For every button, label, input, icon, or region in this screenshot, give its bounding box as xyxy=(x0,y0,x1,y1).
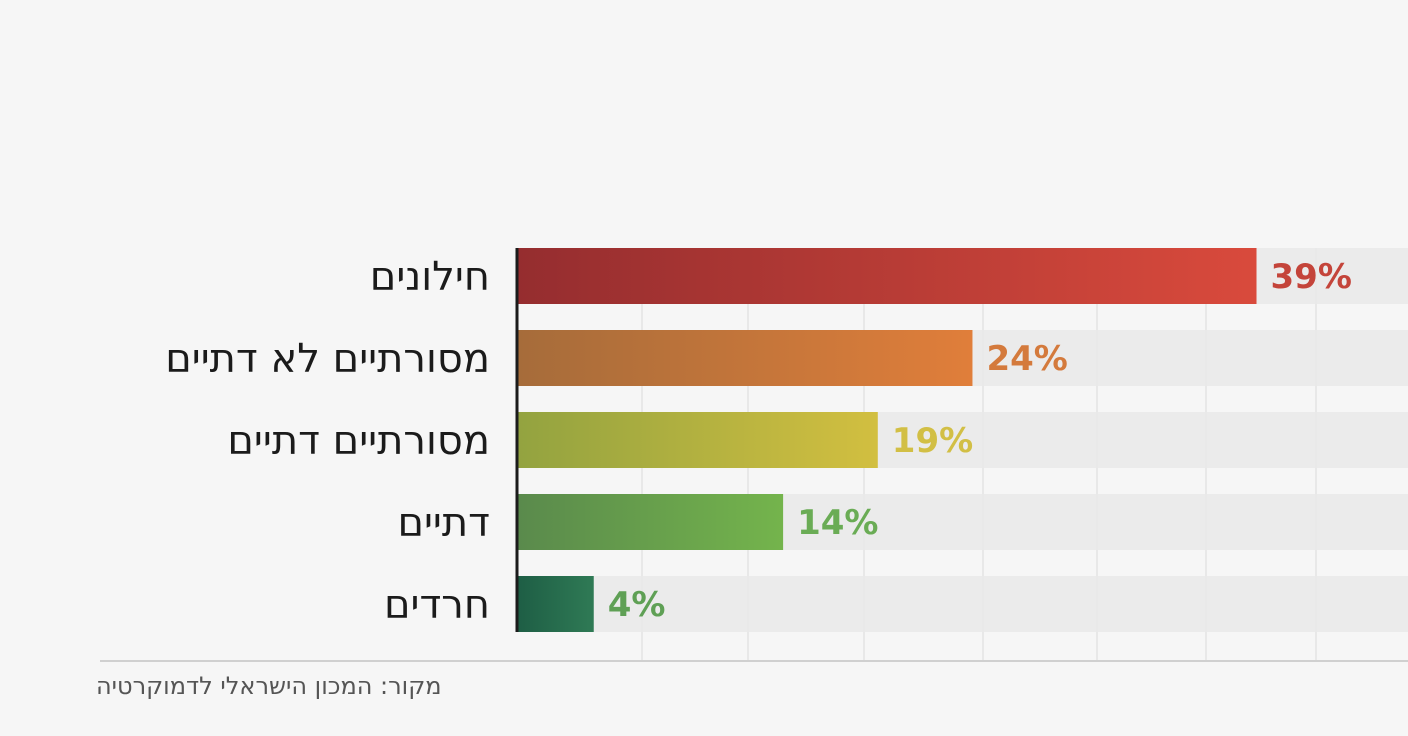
bar xyxy=(518,576,594,632)
category-label: מסורתיים דתיים xyxy=(227,418,490,464)
bar xyxy=(518,412,878,468)
category-labels: חילונים מסורתיים לא דתיים מסורתיים דתיים דת… xyxy=(165,254,490,628)
value-label: 24% xyxy=(986,339,1067,379)
value-label: 39% xyxy=(1271,257,1352,297)
category-label: חילונים xyxy=(370,254,490,300)
bar-track xyxy=(518,576,1408,632)
value-label: 19% xyxy=(892,421,973,461)
bar xyxy=(518,248,1257,304)
bar xyxy=(518,494,784,550)
source-note: מקור: המכון הישראלי לדמוקרטיה xyxy=(96,672,442,700)
category-label: מסורתיים לא דתיים xyxy=(165,336,490,382)
category-label: חרדים xyxy=(384,582,490,628)
value-label: 4% xyxy=(608,585,666,625)
bars xyxy=(518,248,1257,632)
category-label: דתיים xyxy=(397,500,490,546)
bar xyxy=(518,330,973,386)
value-labels: 39% 24% 19% 14% 4% xyxy=(608,257,1352,625)
value-label: 14% xyxy=(797,503,878,543)
